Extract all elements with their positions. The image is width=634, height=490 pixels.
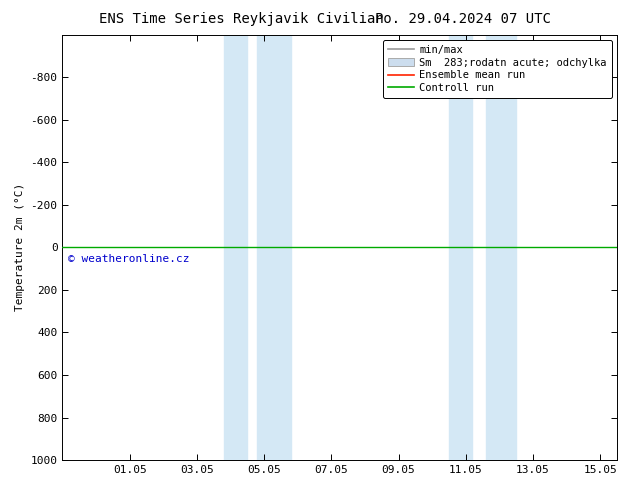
Text: Po. 29.04.2024 07 UTC: Po. 29.04.2024 07 UTC bbox=[375, 12, 551, 26]
Bar bbox=[257, 35, 291, 460]
Text: ENS Time Series Reykjavik Civilian: ENS Time Series Reykjavik Civilian bbox=[98, 12, 384, 26]
Bar bbox=[486, 35, 516, 460]
Y-axis label: Temperature 2m (°C): Temperature 2m (°C) bbox=[15, 183, 25, 312]
Bar bbox=[449, 35, 472, 460]
Legend: min/max, Sm  283;rodatn acute; odchylka, Ensemble mean run, Controll run: min/max, Sm 283;rodatn acute; odchylka, … bbox=[383, 40, 612, 98]
Text: © weatheronline.cz: © weatheronline.cz bbox=[68, 254, 190, 264]
Bar bbox=[224, 35, 247, 460]
